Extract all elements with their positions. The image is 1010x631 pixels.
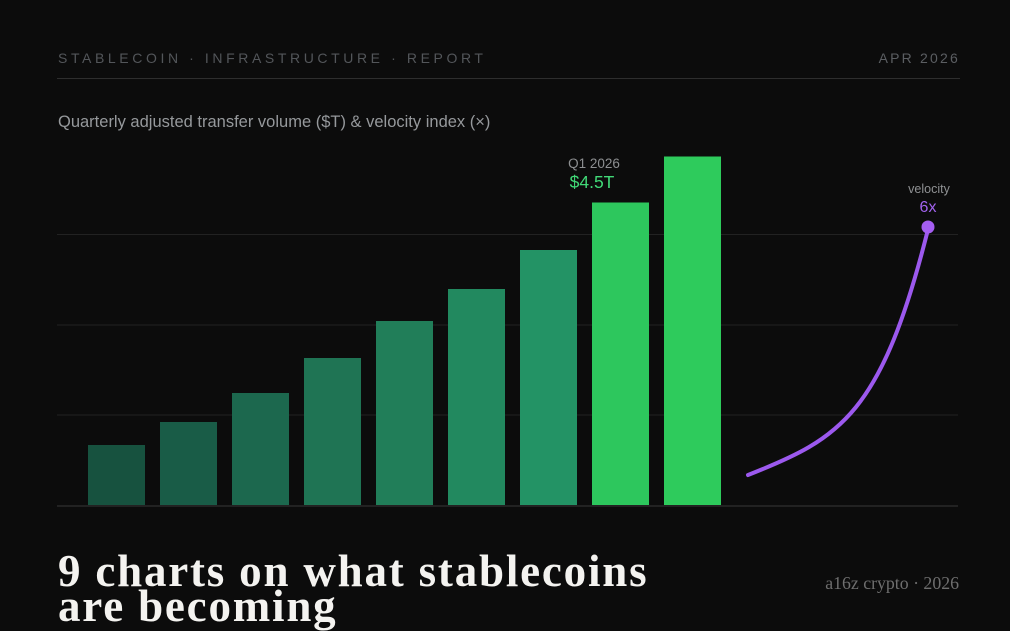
svg-text:6x: 6x: [920, 199, 937, 216]
svg-text:Q1 2026: Q1 2026: [568, 156, 620, 171]
svg-text:velocity: velocity: [908, 182, 950, 196]
svg-text:$4.5T: $4.5T: [570, 172, 615, 192]
